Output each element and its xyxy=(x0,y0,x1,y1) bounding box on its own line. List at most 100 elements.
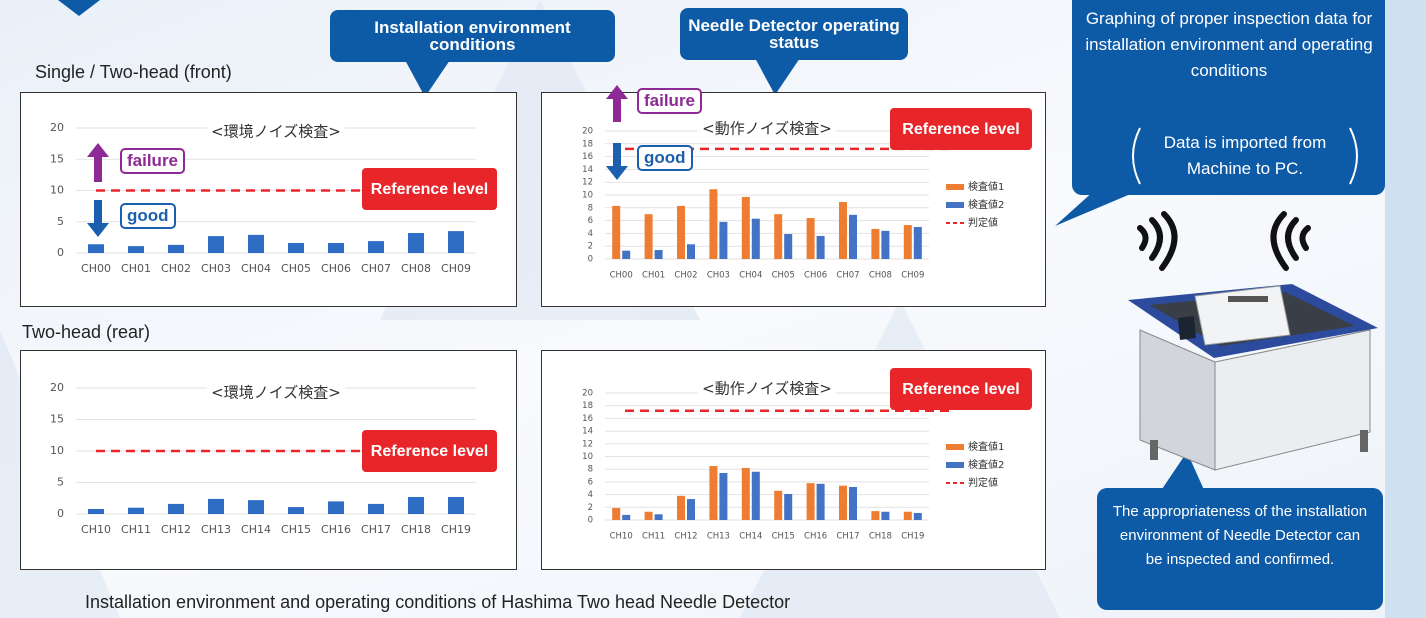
x-tick-label: CH12 xyxy=(161,523,191,536)
y-tick-label: 15 xyxy=(50,152,64,165)
y-tick-label: 12 xyxy=(582,439,593,449)
chart-title: <動作ノイズ検査> xyxy=(702,380,832,398)
bar xyxy=(784,234,792,259)
arc xyxy=(1302,228,1308,248)
bar xyxy=(248,500,264,514)
y-tick-label: 20 xyxy=(582,127,593,137)
bar xyxy=(88,244,104,253)
bar xyxy=(881,231,889,259)
bar xyxy=(784,494,792,520)
x-tick-label: CH01 xyxy=(121,262,151,275)
bar xyxy=(448,497,464,514)
y-tick-label: 2 xyxy=(588,503,593,513)
annotation-label: failure xyxy=(120,148,185,174)
y-tick-label: 6 xyxy=(588,216,593,226)
x-tick-label: CH09 xyxy=(441,262,471,275)
legend-label: 検査値2 xyxy=(968,198,1004,211)
bar xyxy=(645,512,653,520)
bar xyxy=(742,468,750,520)
y-tick-label: 18 xyxy=(582,401,593,411)
legend-swatch xyxy=(946,462,964,468)
bar xyxy=(677,206,685,259)
y-tick-label: 0 xyxy=(57,507,64,520)
y-tick-label: 16 xyxy=(582,414,593,424)
x-tick-label: CH16 xyxy=(804,532,827,542)
bar xyxy=(774,214,782,259)
x-tick-label: CH15 xyxy=(772,532,795,542)
bar xyxy=(168,245,184,253)
bar xyxy=(904,512,912,520)
x-tick-label: CH02 xyxy=(674,271,697,281)
bar xyxy=(807,483,815,520)
x-tick-label: CH17 xyxy=(361,523,391,536)
x-tick-label: CH16 xyxy=(321,523,351,536)
y-tick-label: 14 xyxy=(582,427,593,437)
legend-swatch xyxy=(946,444,964,450)
panel-tail xyxy=(1055,190,1140,226)
bar xyxy=(849,487,857,520)
bar xyxy=(839,202,847,259)
y-tick-label: 4 xyxy=(588,490,593,500)
bar xyxy=(817,484,825,520)
edge-band xyxy=(1385,0,1426,618)
bar xyxy=(208,499,224,514)
x-tick-label: CH12 xyxy=(674,532,697,542)
y-tick-label: 8 xyxy=(588,203,593,213)
bar xyxy=(88,509,104,514)
x-tick-label: CH14 xyxy=(241,523,271,536)
x-tick-label: CH04 xyxy=(241,262,271,275)
annotation-label: good xyxy=(637,145,693,171)
y-tick-label: 10 xyxy=(50,184,64,197)
reference-label: Reference level xyxy=(890,368,1032,410)
chart-title: <環境ノイズ検査> xyxy=(211,384,341,402)
x-tick-label: CH10 xyxy=(610,532,633,542)
reference-label: Reference level xyxy=(362,168,497,210)
section-label: Two-head (rear) xyxy=(22,322,150,343)
bar xyxy=(752,219,760,259)
y-tick-label: 20 xyxy=(50,381,64,394)
x-tick-label: CH18 xyxy=(401,523,431,536)
y-tick-label: 18 xyxy=(582,139,593,149)
x-tick-label: CH01 xyxy=(642,271,665,281)
x-tick-label: CH14 xyxy=(739,532,762,542)
x-tick-label: CH02 xyxy=(161,262,191,275)
bar xyxy=(655,514,663,520)
panel-heading: Graphing of proper inspection data for i… xyxy=(1085,6,1373,84)
bar xyxy=(128,508,144,514)
bar xyxy=(128,246,144,253)
x-tick-label: CH18 xyxy=(869,532,892,542)
bar xyxy=(368,504,384,514)
callout-tail xyxy=(755,58,800,95)
bar xyxy=(742,197,750,259)
bar xyxy=(408,497,424,514)
legend-label: 検査値1 xyxy=(968,440,1004,453)
bar xyxy=(687,499,695,520)
bar xyxy=(719,222,727,259)
x-tick-label: CH05 xyxy=(772,271,795,281)
bar xyxy=(914,227,922,259)
screen xyxy=(1178,316,1196,340)
y-tick-label: 14 xyxy=(582,165,593,175)
bar xyxy=(709,189,717,259)
legend-swatch xyxy=(946,184,964,190)
bar xyxy=(645,214,653,259)
bar xyxy=(448,231,464,253)
legend-label: 検査値2 xyxy=(968,458,1004,471)
callout-text: Needle Detector operating status xyxy=(680,8,908,60)
bar xyxy=(914,513,922,520)
bar xyxy=(622,251,630,259)
reference-label: Reference level xyxy=(890,108,1032,150)
x-tick-label: CH09 xyxy=(901,271,924,281)
arc xyxy=(1152,220,1160,258)
legend-swatch xyxy=(946,202,964,208)
bar xyxy=(687,244,695,259)
bar xyxy=(208,236,224,253)
y-tick-label: 10 xyxy=(582,452,593,462)
arc xyxy=(1140,228,1146,248)
bar xyxy=(408,233,424,253)
reference-label: Reference level xyxy=(362,430,497,472)
x-tick-label: CH11 xyxy=(642,532,665,542)
x-tick-label: CH17 xyxy=(836,532,859,542)
bar xyxy=(774,491,782,520)
x-tick-label: CH06 xyxy=(804,271,827,281)
